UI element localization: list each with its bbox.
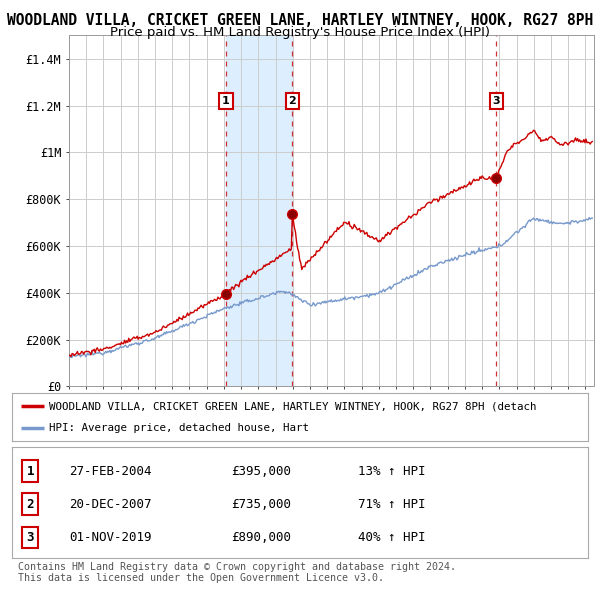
Text: 1: 1 [222,96,230,106]
Text: £395,000: £395,000 [231,464,291,477]
Text: 13% ↑ HPI: 13% ↑ HPI [358,464,425,477]
Text: 40% ↑ HPI: 40% ↑ HPI [358,531,425,544]
Text: 1: 1 [26,464,34,477]
Text: HPI: Average price, detached house, Hart: HPI: Average price, detached house, Hart [49,423,310,433]
Text: Price paid vs. HM Land Registry's House Price Index (HPI): Price paid vs. HM Land Registry's House … [110,26,490,39]
Text: WOODLAND VILLA, CRICKET GREEN LANE, HARTLEY WINTNEY, HOOK, RG27 8PH: WOODLAND VILLA, CRICKET GREEN LANE, HART… [7,13,593,28]
Text: 2: 2 [26,498,34,511]
Text: Contains HM Land Registry data © Crown copyright and database right 2024.
This d: Contains HM Land Registry data © Crown c… [18,562,456,584]
Text: WOODLAND VILLA, CRICKET GREEN LANE, HARTLEY WINTNEY, HOOK, RG27 8PH (detach: WOODLAND VILLA, CRICKET GREEN LANE, HART… [49,401,537,411]
Text: £890,000: £890,000 [231,531,291,544]
Text: 01-NOV-2019: 01-NOV-2019 [70,531,152,544]
Text: £735,000: £735,000 [231,498,291,511]
Bar [226,35,292,386]
Text: 3: 3 [493,96,500,106]
Text: 27-FEB-2004: 27-FEB-2004 [70,464,152,477]
Text: 71% ↑ HPI: 71% ↑ HPI [358,498,425,511]
Text: 3: 3 [26,531,34,544]
Text: 2: 2 [289,96,296,106]
Text: 20-DEC-2007: 20-DEC-2007 [70,498,152,511]
